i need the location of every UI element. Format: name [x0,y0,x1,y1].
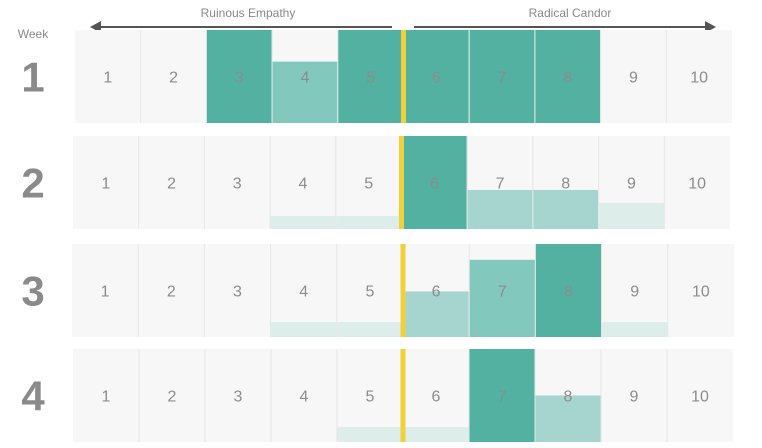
tick-label: 5 [365,284,374,301]
left-axis-label: Ruinous Empathy [201,6,296,20]
tick-label: 4 [300,389,309,406]
bar-week3-5 [337,322,403,337]
bar-week2-6 [402,136,467,229]
bar-week4-8 [535,395,601,442]
bar-week1-5 [338,30,403,123]
week-row: 1 2 3 4 5 6 7 8 9 10 4 [21,349,733,442]
tick-label: 7 [496,176,505,193]
bar-week2-8 [533,189,599,229]
tick-label: 1 [101,176,110,193]
bar-week3-9 [602,322,668,337]
week-row: 1 2 3 4 5 6 7 8 9 10 2 [21,136,730,229]
bar-week2-4 [270,215,336,229]
week-row: 1 2 3 4 5 6 7 8 9 10 1 [21,30,732,123]
center-divider [400,349,406,442]
tick-label: 7 [498,70,507,87]
tick-label: 9 [630,389,639,406]
tick-label: 1 [103,70,112,87]
tick-label: 2 [167,284,176,301]
center-divider [399,136,404,229]
tick-label: 6 [432,284,441,301]
bar-week3-7 [469,259,535,337]
tick-label: 5 [366,70,375,87]
bar-week4-6 [403,427,469,442]
tick-label: 7 [498,389,507,406]
tick-label: 9 [630,284,639,301]
bar-week1-4 [272,61,338,123]
tick-label: 8 [563,70,572,87]
tick-label: 4 [300,70,309,87]
tick-label: 10 [688,176,706,193]
tick-label: 3 [234,389,243,406]
bar-week1-3 [206,30,272,123]
tick-label: 6 [430,176,439,193]
week-row: 1 2 3 4 5 6 7 8 9 10 3 [21,244,734,337]
bar-week3-6 [403,291,469,337]
tick-label: 10 [691,389,709,406]
bar-week2-9 [599,202,664,229]
week-number: 4 [21,373,45,420]
tick-label: 1 [102,389,111,406]
bar-week1-8 [535,30,601,123]
tick-label: 10 [692,284,710,301]
week-number: 1 [21,54,44,101]
week-axis-title: Week [18,27,49,41]
tick-label: 4 [299,284,308,301]
tick-label: 8 [561,176,570,193]
bar-week2-5 [336,215,401,229]
tick-label: 7 [498,284,507,301]
tick-label: 3 [235,70,244,87]
bar-week1-6 [404,30,469,123]
tick-label: 3 [233,284,242,301]
tick-label: 2 [167,176,176,193]
tick-label: 1 [101,284,110,301]
center-divider [401,30,406,123]
tick-label: 2 [168,389,177,406]
tick-label: 5 [366,389,375,406]
tick-label: 6 [432,389,441,406]
tick-label: 8 [564,284,573,301]
bar-week2-7 [467,189,533,229]
tick-label: 2 [169,70,178,87]
tick-label: 10 [690,70,708,87]
tick-label: 6 [432,70,441,87]
right-axis-label: Radical Candor [529,6,612,20]
bar-week1-7 [469,30,535,123]
center-divider [400,244,406,337]
tick-label: 8 [564,389,573,406]
bar-week3-4 [271,322,337,337]
week-number: 2 [21,160,44,207]
bar-week4-7 [469,349,535,442]
tick-label: 9 [629,70,638,87]
bar-week4-5 [337,427,403,442]
week-number: 3 [21,268,44,315]
tick-label: 5 [364,176,373,193]
tick-label: 3 [233,176,242,193]
tick-label: 4 [298,176,307,193]
bar-week3-8 [535,244,602,337]
tick-label: 9 [627,176,636,193]
